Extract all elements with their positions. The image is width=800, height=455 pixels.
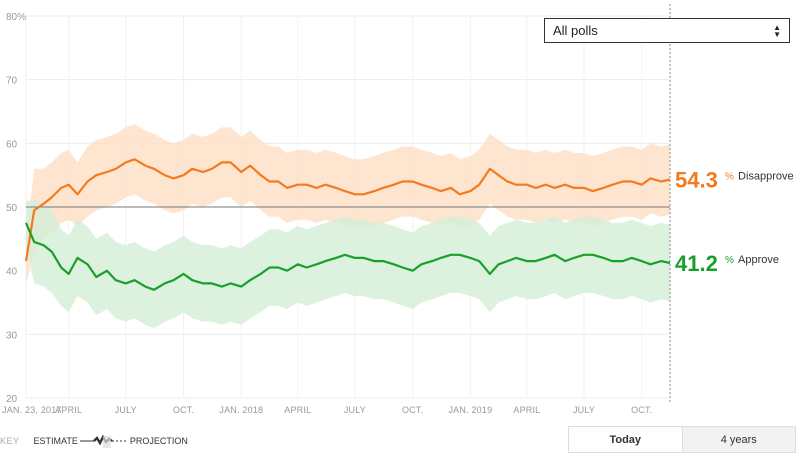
y-tick-label: 80% bbox=[6, 12, 26, 23]
estimate-projection-icon bbox=[79, 434, 128, 448]
end-value-disapprove: 54.3 bbox=[675, 168, 718, 193]
x-tick-label: OCT. bbox=[631, 405, 652, 415]
end-series-name: Approve bbox=[738, 254, 779, 266]
range-option-4-years[interactable]: 4 years bbox=[681, 427, 795, 452]
x-tick-label: JAN. 23, 2017 bbox=[2, 405, 62, 415]
band-disapprove bbox=[26, 124, 670, 284]
range-option-today[interactable]: Today bbox=[569, 427, 682, 452]
y-axis: 20 30 40 50 60 70 80% bbox=[6, 12, 26, 405]
y-tick-label: 50 bbox=[6, 203, 18, 214]
poll-filter-value: All polls bbox=[553, 23, 598, 38]
y-tick-label: 30 bbox=[6, 330, 18, 341]
select-arrows-icon: ▲ ▼ bbox=[773, 22, 781, 39]
line-approve bbox=[24, 222, 671, 291]
key-estimate: ESTIMATE bbox=[33, 436, 78, 446]
chart-key: KEY ESTIMATE PROJECTION bbox=[0, 430, 188, 452]
end-labels: 54.3% Disapprove 41.2% Approve bbox=[675, 168, 794, 276]
x-tick-label: APRIL bbox=[284, 405, 311, 415]
x-tick-label: APRIL bbox=[55, 405, 82, 415]
series-lines bbox=[24, 158, 671, 291]
end-value-approve: 41.2 bbox=[675, 251, 718, 276]
x-tick-label: APRIL bbox=[513, 405, 540, 415]
x-tick-label: OCT. bbox=[173, 405, 194, 415]
range-toggle[interactable]: Today 4 years bbox=[568, 426, 796, 453]
band-approve bbox=[26, 200, 670, 328]
x-tick-label: OCT. bbox=[402, 405, 423, 415]
end-percent-sign: % bbox=[725, 172, 734, 183]
end-percent-sign: % bbox=[725, 255, 734, 266]
key-label: KEY bbox=[0, 436, 20, 446]
end-series-name: Disapprove bbox=[738, 171, 794, 183]
y-tick-label: 60 bbox=[6, 139, 18, 150]
y-tick-label: 20 bbox=[6, 394, 18, 405]
y-tick-label: 70 bbox=[6, 76, 18, 87]
line-disapprove bbox=[24, 158, 671, 262]
uncertainty-bands bbox=[26, 124, 670, 328]
key-projection: PROJECTION bbox=[129, 436, 188, 446]
x-tick-label: JULY bbox=[115, 405, 137, 415]
y-tick-label: 40 bbox=[6, 267, 18, 278]
x-tick-label: JULY bbox=[344, 405, 366, 415]
poll-filter-select[interactable]: All polls ▲ ▼ bbox=[544, 18, 790, 43]
x-tick-label: JULY bbox=[573, 405, 595, 415]
x-tick-label: JAN. 2018 bbox=[219, 405, 263, 415]
x-tick-label: JAN. 2019 bbox=[448, 405, 492, 415]
